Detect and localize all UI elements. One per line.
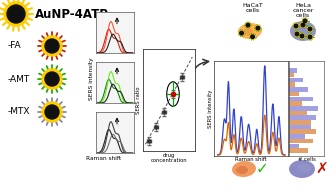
Ellipse shape bbox=[238, 23, 262, 39]
Text: -MTX: -MTX bbox=[8, 108, 31, 116]
Text: AuNP-4ATP-: AuNP-4ATP- bbox=[35, 8, 114, 20]
Text: cells: cells bbox=[246, 8, 260, 13]
Ellipse shape bbox=[290, 21, 316, 41]
Circle shape bbox=[7, 5, 25, 23]
Bar bbox=[289, 148, 308, 153]
Circle shape bbox=[45, 72, 59, 86]
Circle shape bbox=[4, 2, 28, 26]
Circle shape bbox=[239, 31, 244, 36]
Point bbox=[161, 111, 166, 114]
Circle shape bbox=[246, 23, 250, 28]
Circle shape bbox=[251, 35, 254, 39]
Text: -AMT: -AMT bbox=[8, 74, 30, 84]
Circle shape bbox=[246, 23, 250, 27]
Circle shape bbox=[250, 34, 255, 39]
Circle shape bbox=[255, 26, 260, 31]
Circle shape bbox=[302, 19, 307, 23]
Circle shape bbox=[294, 23, 298, 29]
Circle shape bbox=[299, 33, 304, 39]
Bar bbox=[289, 144, 299, 148]
Point bbox=[170, 93, 176, 96]
Bar bbox=[289, 106, 318, 111]
Bar bbox=[289, 78, 303, 82]
Circle shape bbox=[45, 105, 59, 119]
Bar bbox=[289, 125, 311, 129]
Circle shape bbox=[294, 24, 298, 28]
X-axis label: drug
concentration: drug concentration bbox=[151, 153, 187, 163]
Circle shape bbox=[240, 31, 243, 35]
Circle shape bbox=[307, 26, 312, 32]
Ellipse shape bbox=[232, 161, 256, 177]
Bar bbox=[289, 129, 316, 134]
Circle shape bbox=[42, 102, 62, 122]
Bar bbox=[289, 134, 305, 139]
Text: SERS intensity: SERS intensity bbox=[88, 58, 93, 100]
Circle shape bbox=[295, 32, 299, 36]
Text: HaCaT: HaCaT bbox=[243, 3, 263, 8]
Ellipse shape bbox=[236, 166, 248, 174]
Circle shape bbox=[303, 19, 307, 23]
Circle shape bbox=[45, 39, 59, 53]
Y-axis label: SERS ratio: SERS ratio bbox=[136, 86, 141, 114]
Bar bbox=[289, 68, 297, 73]
X-axis label: # cells: # cells bbox=[298, 157, 316, 162]
Point bbox=[146, 139, 152, 143]
Ellipse shape bbox=[243, 29, 253, 36]
Bar bbox=[289, 120, 311, 125]
Bar bbox=[289, 139, 313, 143]
Text: ✓: ✓ bbox=[256, 161, 268, 177]
Circle shape bbox=[300, 22, 305, 28]
Bar bbox=[289, 97, 313, 101]
Bar bbox=[289, 82, 295, 87]
Point bbox=[170, 93, 176, 96]
X-axis label: Raman shift: Raman shift bbox=[236, 157, 267, 162]
Point bbox=[179, 75, 184, 78]
Bar bbox=[289, 92, 299, 96]
Circle shape bbox=[256, 26, 260, 30]
Y-axis label: SERS intensity: SERS intensity bbox=[208, 89, 213, 128]
Bar bbox=[289, 87, 308, 92]
Circle shape bbox=[301, 23, 305, 27]
Point bbox=[153, 125, 159, 128]
Ellipse shape bbox=[297, 163, 311, 173]
Bar bbox=[289, 101, 302, 106]
Circle shape bbox=[42, 69, 62, 89]
Circle shape bbox=[308, 35, 312, 39]
Text: -FA: -FA bbox=[8, 42, 22, 50]
Text: cancer: cancer bbox=[292, 8, 314, 13]
Circle shape bbox=[308, 27, 312, 31]
Circle shape bbox=[307, 35, 312, 40]
Circle shape bbox=[42, 36, 62, 56]
Circle shape bbox=[294, 32, 299, 36]
Text: cells: cells bbox=[296, 13, 310, 18]
Text: Raman shift: Raman shift bbox=[86, 156, 122, 161]
Bar bbox=[289, 111, 306, 115]
Bar bbox=[289, 115, 316, 120]
Ellipse shape bbox=[289, 160, 315, 178]
Circle shape bbox=[300, 34, 304, 38]
Bar bbox=[289, 73, 294, 77]
Text: ✗: ✗ bbox=[316, 161, 328, 177]
Text: HeLa: HeLa bbox=[295, 3, 311, 8]
